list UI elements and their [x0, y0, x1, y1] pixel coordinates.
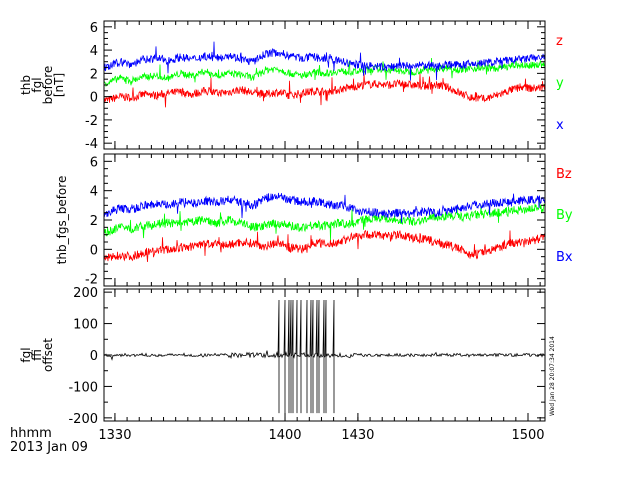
legend-by: By [556, 208, 573, 223]
y-tick-label: 0 [90, 243, 98, 258]
series-line-z [103, 73, 546, 108]
x-axis-labels: 1330 1400 1430 1500 [98, 428, 544, 443]
y-axis-label: fgl [19, 347, 33, 362]
y-tick-label: 2 [90, 214, 98, 229]
y-axis-label: [nT] [52, 73, 66, 97]
y-tick-label: 2 [90, 67, 98, 82]
y-tick-label: -2 [85, 114, 98, 129]
legend-bx: Bx [556, 250, 573, 265]
y-tick-label: -200 [68, 412, 98, 427]
y-axis-label: before [41, 66, 55, 105]
y-axis-label: fgl [30, 77, 44, 92]
y-tick-label: 4 [90, 185, 98, 200]
legend-bz: Bz [556, 167, 572, 182]
y-tick-label: 4 [90, 44, 98, 59]
y-axis-label: ffi [30, 349, 44, 361]
x-tick-label: 1430 [341, 428, 374, 443]
y-axis-label: thb [19, 75, 33, 95]
panel-frame [103, 20, 546, 150]
series-line-by [103, 199, 546, 241]
series-line-x [103, 41, 546, 81]
y-tick-label: -2 [85, 273, 98, 288]
x-tick-label: 1330 [98, 428, 131, 443]
time-format-label: hhmm [10, 426, 52, 441]
y-tick-label: 0 [90, 349, 98, 364]
legend-x: x [556, 118, 564, 133]
y-tick-label: 200 [73, 286, 98, 301]
creation-timestamp: Wed Jan 28 20:07:34 2014 [549, 336, 556, 416]
x-tick-label: 1400 [268, 428, 301, 443]
y-tick-label: 0 [90, 91, 98, 106]
x-tick-label: 1500 [511, 428, 544, 443]
panel-2: -2 0 2 4 6 thb_fgs_before Bz By Bx [55, 153, 573, 288]
legend-y: y [556, 76, 564, 91]
y-axis-label: offset [41, 338, 55, 372]
series-line-y [103, 57, 546, 87]
legend-z: z [556, 34, 563, 49]
series-line-bx [103, 192, 546, 223]
y-tick-label: 6 [90, 155, 98, 170]
panel-frame [103, 153, 546, 287]
y-axis-label: thb_fgs_before [55, 176, 69, 265]
y-tick-label: 100 [73, 318, 98, 333]
date-label: 2013 Jan 09 [10, 440, 88, 455]
series-line-offset [103, 299, 546, 414]
y-tick-label: 6 [90, 21, 98, 36]
y-tick-label: -100 [68, 380, 98, 395]
series-line-bz [103, 229, 546, 263]
y-tick-label: -4 [85, 137, 98, 152]
